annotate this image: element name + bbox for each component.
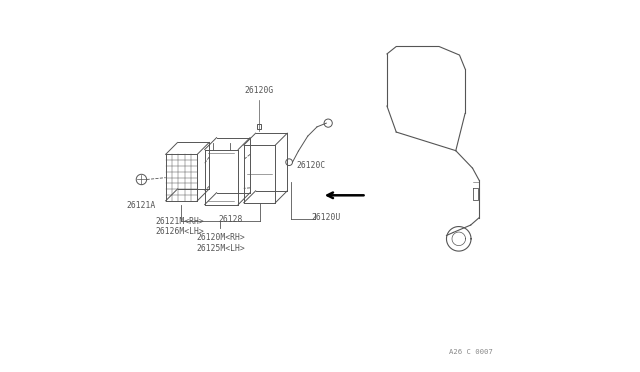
Text: 26120U: 26120U	[312, 213, 341, 222]
Text: 26120C: 26120C	[296, 161, 326, 170]
Text: 26121M<RH>
26126M<LH>: 26121M<RH> 26126M<LH>	[155, 217, 204, 236]
Text: 26128: 26128	[218, 215, 243, 224]
Text: A26 C 0007: A26 C 0007	[449, 349, 493, 355]
Text: 26120G: 26120G	[244, 86, 273, 95]
Text: 26120M<RH>
26125M<LH>: 26120M<RH> 26125M<LH>	[196, 233, 245, 253]
Bar	[257, 124, 261, 129]
Text: 26121A: 26121A	[127, 201, 156, 210]
